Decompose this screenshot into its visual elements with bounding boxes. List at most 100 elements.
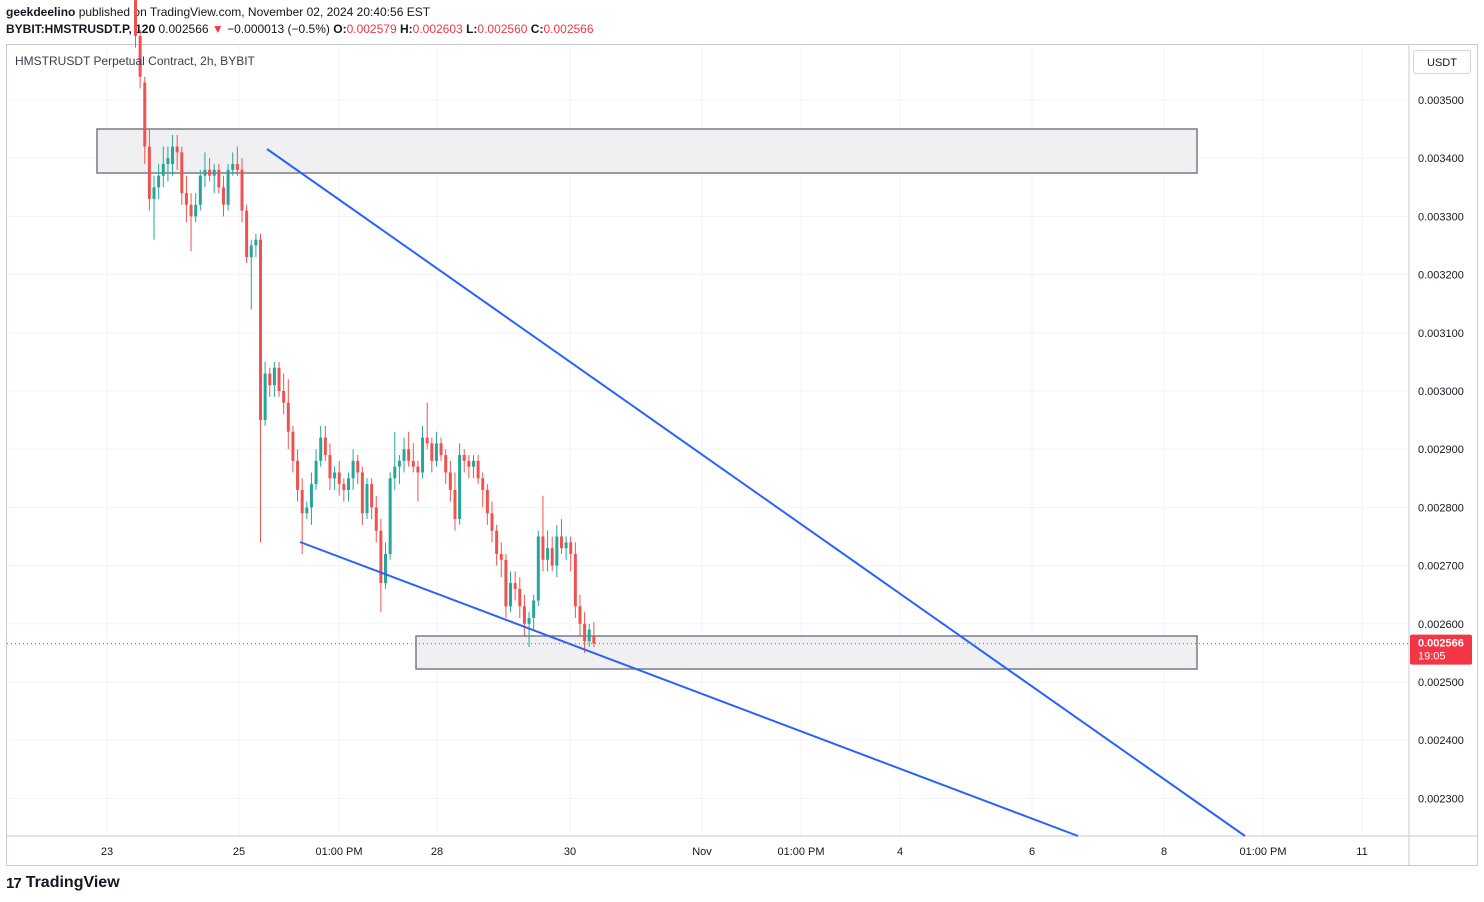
candle-body: [212, 169, 216, 176]
candle-body: [323, 437, 327, 456]
candle-body: [231, 164, 235, 170]
candle-body: [263, 373, 267, 421]
resistance-zone: [96, 128, 1198, 174]
x-tick-label: 11: [1356, 846, 1367, 858]
x-tick-label: 6: [1029, 846, 1035, 858]
candle-body: [444, 455, 448, 473]
symbol-label: BYBIT:HMSTRUSDT.P, 120: [6, 22, 156, 36]
candle-body: [152, 187, 156, 199]
tradingview-logo-icon: 17: [6, 874, 22, 892]
candle-body: [578, 606, 582, 624]
candle-body: [439, 443, 443, 456]
price-tag-value: 0.002566: [1418, 638, 1464, 650]
x-tick-label: 01:00 PM: [315, 846, 362, 858]
candle-body: [300, 489, 304, 514]
candle-body: [254, 239, 258, 246]
candle-body: [448, 472, 452, 490]
close-value: 0.002566: [543, 22, 594, 36]
candle-body: [384, 553, 388, 584]
open-value: 0.002579: [346, 22, 397, 36]
candle-body: [569, 542, 573, 554]
down-arrow-icon: ▼: [211, 22, 224, 36]
candle-body: [208, 169, 212, 176]
y-tick-label: 0.002400: [1418, 735, 1464, 747]
candle-body: [365, 484, 369, 514]
price-tag-countdown: 19:05: [1418, 651, 1446, 663]
candle-body: [194, 204, 198, 217]
y-tick-label: 0.002300: [1418, 793, 1464, 805]
chart-frame: [6, 44, 1478, 866]
candle-body: [351, 460, 355, 479]
high-value: 0.002603: [412, 22, 463, 36]
x-tick-label: 4: [897, 846, 903, 858]
candle-body: [319, 437, 323, 461]
currency-button[interactable]: USDT: [1413, 50, 1471, 74]
open-label: O:: [333, 22, 347, 36]
publish-text: published on TradingView.com, November 0…: [78, 5, 431, 19]
candle-body: [328, 455, 332, 479]
candle-body: [180, 152, 184, 194]
candle-body: [499, 553, 503, 560]
y-tick-label: 0.003200: [1418, 270, 1464, 282]
candle-body: [471, 460, 475, 467]
candle-body: [360, 472, 364, 514]
candle-body: [374, 507, 378, 531]
candle-body: [485, 489, 489, 514]
candle-body: [467, 460, 471, 467]
candle-body: [259, 239, 263, 421]
candle-body: [286, 402, 290, 432]
candle-body: [249, 245, 253, 258]
candle-body: [573, 553, 577, 607]
candle-body: [143, 82, 147, 147]
y-tick-label: 0.003300: [1418, 211, 1464, 223]
candle-body: [314, 460, 318, 485]
candle-body: [221, 187, 225, 205]
candle-body: [453, 489, 457, 520]
lower-trendline: [299, 541, 1079, 837]
candle-body: [337, 472, 341, 485]
low-value: 0.002560: [477, 22, 528, 36]
candle-body: [509, 583, 513, 607]
y-tick-label: 0.002500: [1418, 677, 1464, 689]
candle-body: [564, 542, 568, 549]
candle-body: [203, 169, 207, 176]
candle-body: [476, 460, 480, 479]
candle-body: [430, 443, 434, 461]
candle-body: [268, 373, 272, 386]
candle-body: [175, 146, 179, 153]
candle-body: [309, 484, 313, 508]
y-tick-label: 0.003000: [1418, 386, 1464, 398]
pane-title: HMSTRUSDT Perpetual Contract, 2h, BYBIT: [15, 54, 255, 68]
candle-body: [421, 437, 425, 473]
candle-body: [522, 606, 526, 624]
candle-body: [184, 193, 188, 205]
candles-group: [134, 0, 596, 653]
y-tick-label: 0.002800: [1418, 502, 1464, 514]
candle-body: [291, 431, 295, 461]
candle-body: [495, 530, 499, 554]
candle-body: [296, 460, 300, 490]
candle-body: [161, 164, 165, 176]
candle-body: [559, 536, 563, 549]
candle-body: [277, 367, 281, 391]
candle-body: [518, 588, 522, 607]
candle-body: [134, 0, 137, 36]
x-tick-label: 28: [431, 846, 443, 858]
low-label: L:: [466, 22, 478, 36]
tradingview-logo-text: TradingView: [25, 874, 120, 891]
candle-body: [490, 513, 494, 531]
candle-body: [245, 210, 249, 258]
tradingview-logo[interactable]: 17 TradingView: [6, 874, 120, 892]
candle-body: [583, 623, 587, 642]
candle-body: [217, 169, 221, 188]
candle-body: [536, 536, 540, 601]
candle-body: [513, 583, 517, 589]
x-tick-label: 30: [564, 846, 576, 858]
candle-body: [138, 35, 142, 77]
candle-body: [305, 507, 309, 514]
candle-body: [550, 548, 554, 566]
candle-body: [240, 169, 244, 211]
candle-body: [527, 617, 531, 624]
y-tick-label: 0.002700: [1418, 561, 1464, 573]
